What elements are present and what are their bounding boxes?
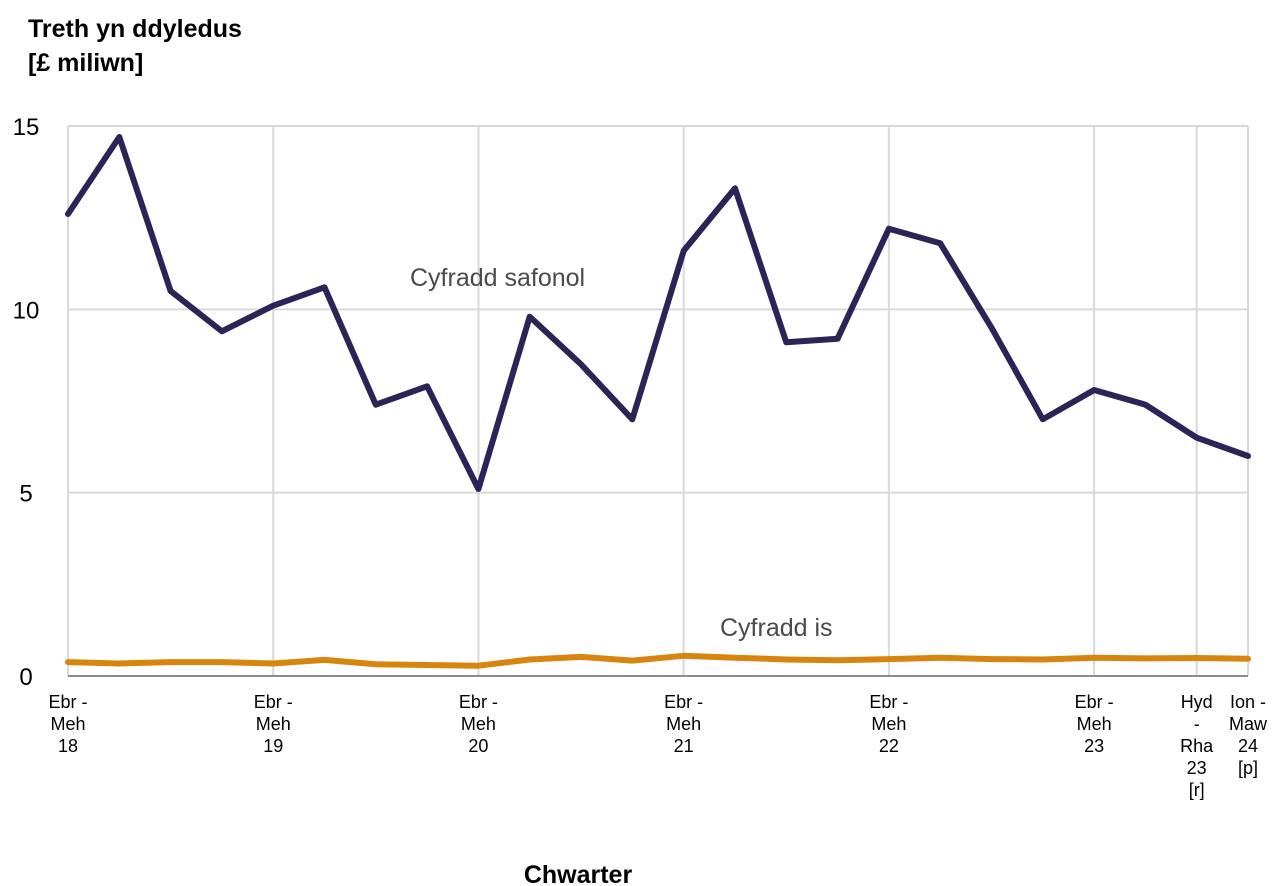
y-tick-label: 5 (19, 481, 32, 508)
series-label-reduced-rate: Cyfradd is (720, 614, 833, 642)
series-line-reduced-rate (65, 652, 1251, 669)
y-tick-label: 10 (13, 297, 40, 324)
x-tick-label: Ebr -Meh 22 (869, 692, 908, 756)
y-tick-label: 0 (19, 664, 32, 691)
chart-title-line-2: [£ miliwn] (28, 49, 143, 77)
x-tick-label: Ebr -Meh 23 (1075, 692, 1114, 756)
x-axis-title: Chwarter (524, 861, 633, 886)
x-tick-label: Ebr -Meh 20 (459, 692, 498, 756)
x-tick-label: Ebr -Meh 18 (48, 692, 87, 756)
x-tick-label: Ebr -Meh 19 (254, 692, 293, 756)
x-tick-label: Hyd -Rha 23 [r] (1180, 692, 1214, 800)
series-line-standard-rate (65, 134, 1251, 492)
x-tick-label: Ion -Maw 24 [p] (1229, 692, 1268, 778)
chart-title-line-1: Treth yn ddyledus (28, 15, 242, 43)
series-label-standard-rate: Cyfradd safonol (410, 264, 585, 292)
x-tick-label: Ebr -Meh 21 (664, 692, 703, 756)
axis-ticks: 0 5 10 15 Ebr -Meh 18 Ebr -Meh 19 Ebr -Meh 20 Ebr … (13, 114, 1268, 800)
y-tick-label: 15 (13, 114, 40, 141)
series-lines (65, 134, 1251, 669)
